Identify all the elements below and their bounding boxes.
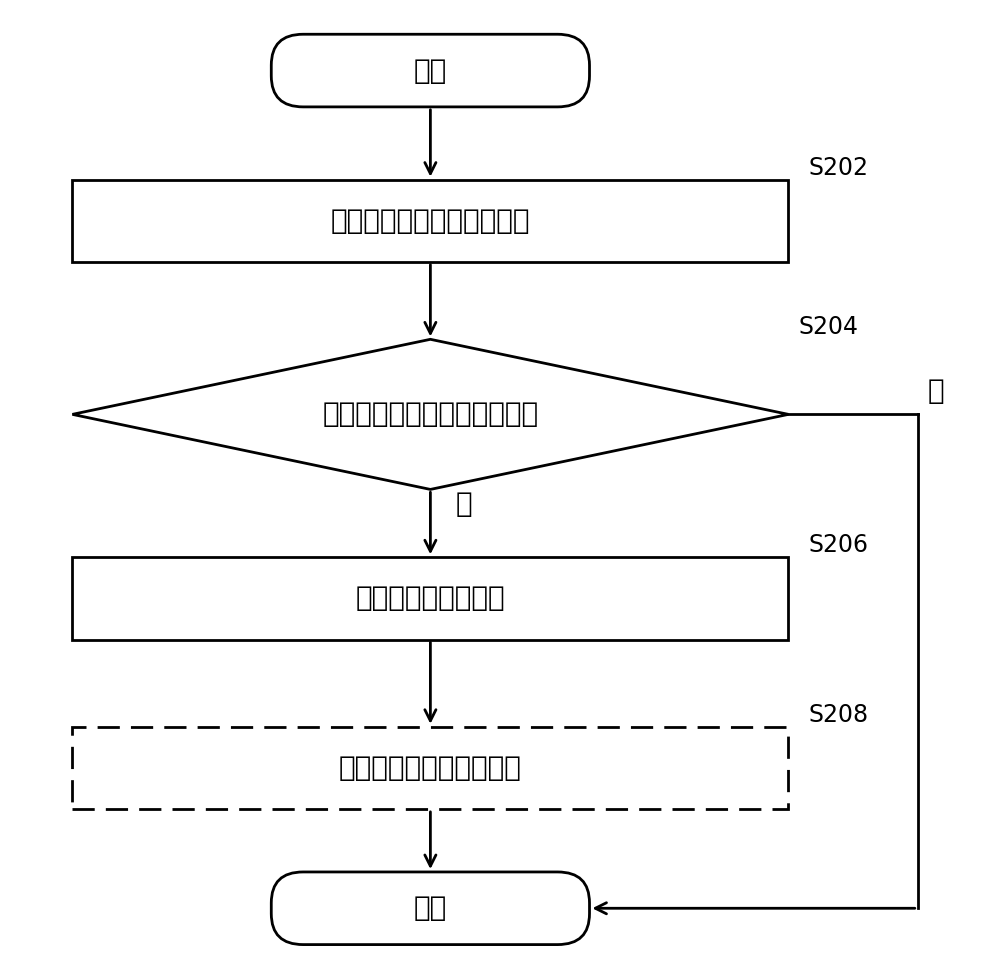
FancyBboxPatch shape — [271, 34, 590, 107]
Text: 判断联系人是否被设置有头像: 判断联系人是否被设置有头像 — [322, 400, 538, 429]
Text: 生成该联系人的头像: 生成该联系人的头像 — [356, 584, 505, 613]
Text: 开始: 开始 — [414, 56, 447, 85]
Bar — [72, 179, 788, 262]
Polygon shape — [72, 339, 788, 489]
FancyBboxPatch shape — [271, 872, 590, 945]
Bar — [72, 557, 788, 640]
Text: S208: S208 — [808, 702, 868, 727]
Text: 设置联系人的头像生成方式: 设置联系人的头像生成方式 — [331, 206, 530, 235]
Text: 结束: 结束 — [414, 894, 447, 922]
Text: S202: S202 — [808, 156, 868, 179]
Text: S204: S204 — [798, 316, 858, 339]
Text: 修改生成的联系人的头像: 修改生成的联系人的头像 — [339, 754, 522, 782]
Text: 否: 否 — [455, 490, 472, 518]
Text: S206: S206 — [808, 533, 868, 557]
Text: 是: 是 — [928, 377, 944, 404]
Bar — [72, 727, 788, 809]
